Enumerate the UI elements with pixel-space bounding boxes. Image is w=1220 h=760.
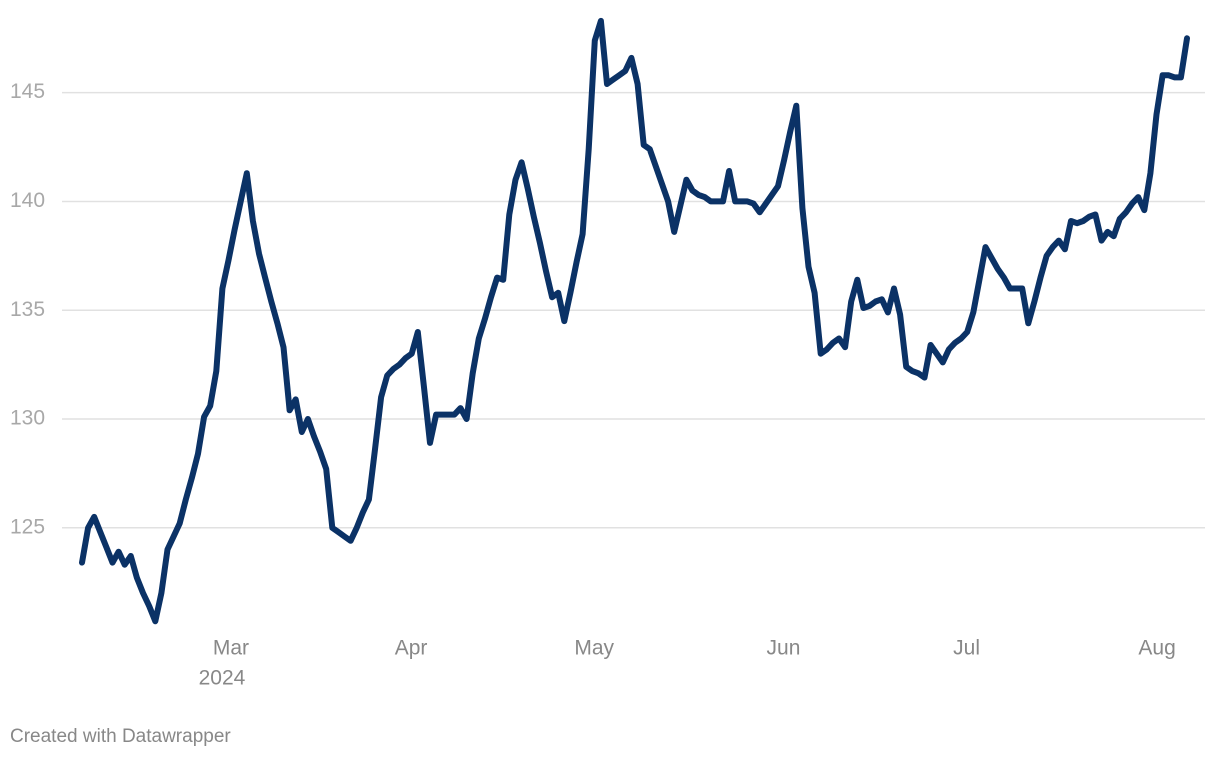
x-tick-label: Apr <box>395 637 428 660</box>
x-year-label: 2024 <box>199 667 246 690</box>
x-tick-label: May <box>574 637 614 660</box>
y-tick-label: 135 <box>10 298 45 321</box>
x-tick-label: Jun <box>767 637 801 660</box>
line <box>79 17 1190 625</box>
y-tick-label: 145 <box>10 80 45 103</box>
x-tick-label: Mar <box>213 637 249 660</box>
y-tick-label: 125 <box>10 515 45 538</box>
x-tick-label: Aug <box>1138 637 1175 660</box>
credit: Created with Datawrapper <box>10 726 231 747</box>
y-tick-label: 130 <box>10 407 45 430</box>
y-tick-label: 140 <box>10 189 45 212</box>
x-tick-label: Jul <box>953 637 980 660</box>
